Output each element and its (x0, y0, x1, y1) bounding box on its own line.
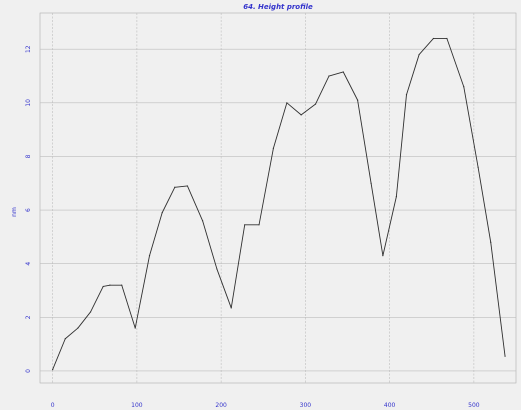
data-point (395, 196, 397, 198)
data-point (161, 212, 163, 214)
height-profile-line (52, 38, 506, 370)
x-tick-label: 500 (468, 402, 480, 409)
data-point (52, 368, 54, 371)
data-point (64, 338, 66, 340)
data-point (134, 327, 136, 329)
series-group (52, 37, 506, 371)
y-tick-label: 8 (25, 154, 32, 158)
horizontal-gridlines (40, 48, 516, 372)
data-point (477, 166, 479, 168)
y-tick-label: 2 (25, 315, 32, 319)
x-tick-label: 100 (131, 402, 143, 409)
data-point (357, 99, 359, 101)
data-point (463, 86, 465, 88)
chart-title: 64. Height profile (243, 3, 313, 11)
data-point (504, 355, 506, 357)
x-tick-label: 300 (300, 402, 312, 409)
data-point (286, 102, 288, 104)
data-point (490, 241, 492, 243)
plot-area (39, 12, 517, 384)
y-tick-label: 4 (25, 262, 32, 266)
y-tick-label: 10 (25, 99, 32, 107)
data-point (77, 327, 79, 329)
data-point (258, 224, 260, 226)
x-axis-tick-labels: 0 100 200 300 400 500 (51, 402, 480, 409)
data-point (342, 71, 344, 73)
x-tick-label: 200 (215, 402, 227, 409)
data-point (446, 37, 448, 40)
data-point (102, 285, 104, 288)
x-tick-label: 0 (51, 402, 55, 409)
y-tick-label: 0 (25, 369, 32, 373)
data-point (174, 186, 176, 188)
data-point (382, 255, 384, 257)
data-point (109, 284, 111, 286)
data-point (370, 182, 372, 184)
data-point (216, 268, 218, 270)
y-tick-label: 6 (25, 208, 32, 212)
data-point (328, 75, 330, 77)
data-point (244, 224, 246, 226)
data-point (148, 255, 151, 257)
data-point (405, 94, 408, 96)
y-axis-unit-label: nm (11, 207, 18, 217)
data-point (300, 114, 302, 116)
data-point (432, 37, 435, 40)
vertical-gridlines (52, 13, 475, 383)
data-point (272, 147, 274, 149)
y-tick-label: 12 (25, 45, 32, 53)
data-point (89, 311, 92, 313)
data-point (121, 284, 123, 286)
data-point (418, 53, 420, 56)
y-axis-tick-labels: 0 2 4 6 8 10 12 (25, 45, 32, 373)
data-point (186, 185, 189, 187)
data-point (314, 103, 317, 105)
x-tick-label: 400 (384, 402, 396, 409)
data-point (201, 220, 204, 222)
data-point (230, 307, 232, 309)
